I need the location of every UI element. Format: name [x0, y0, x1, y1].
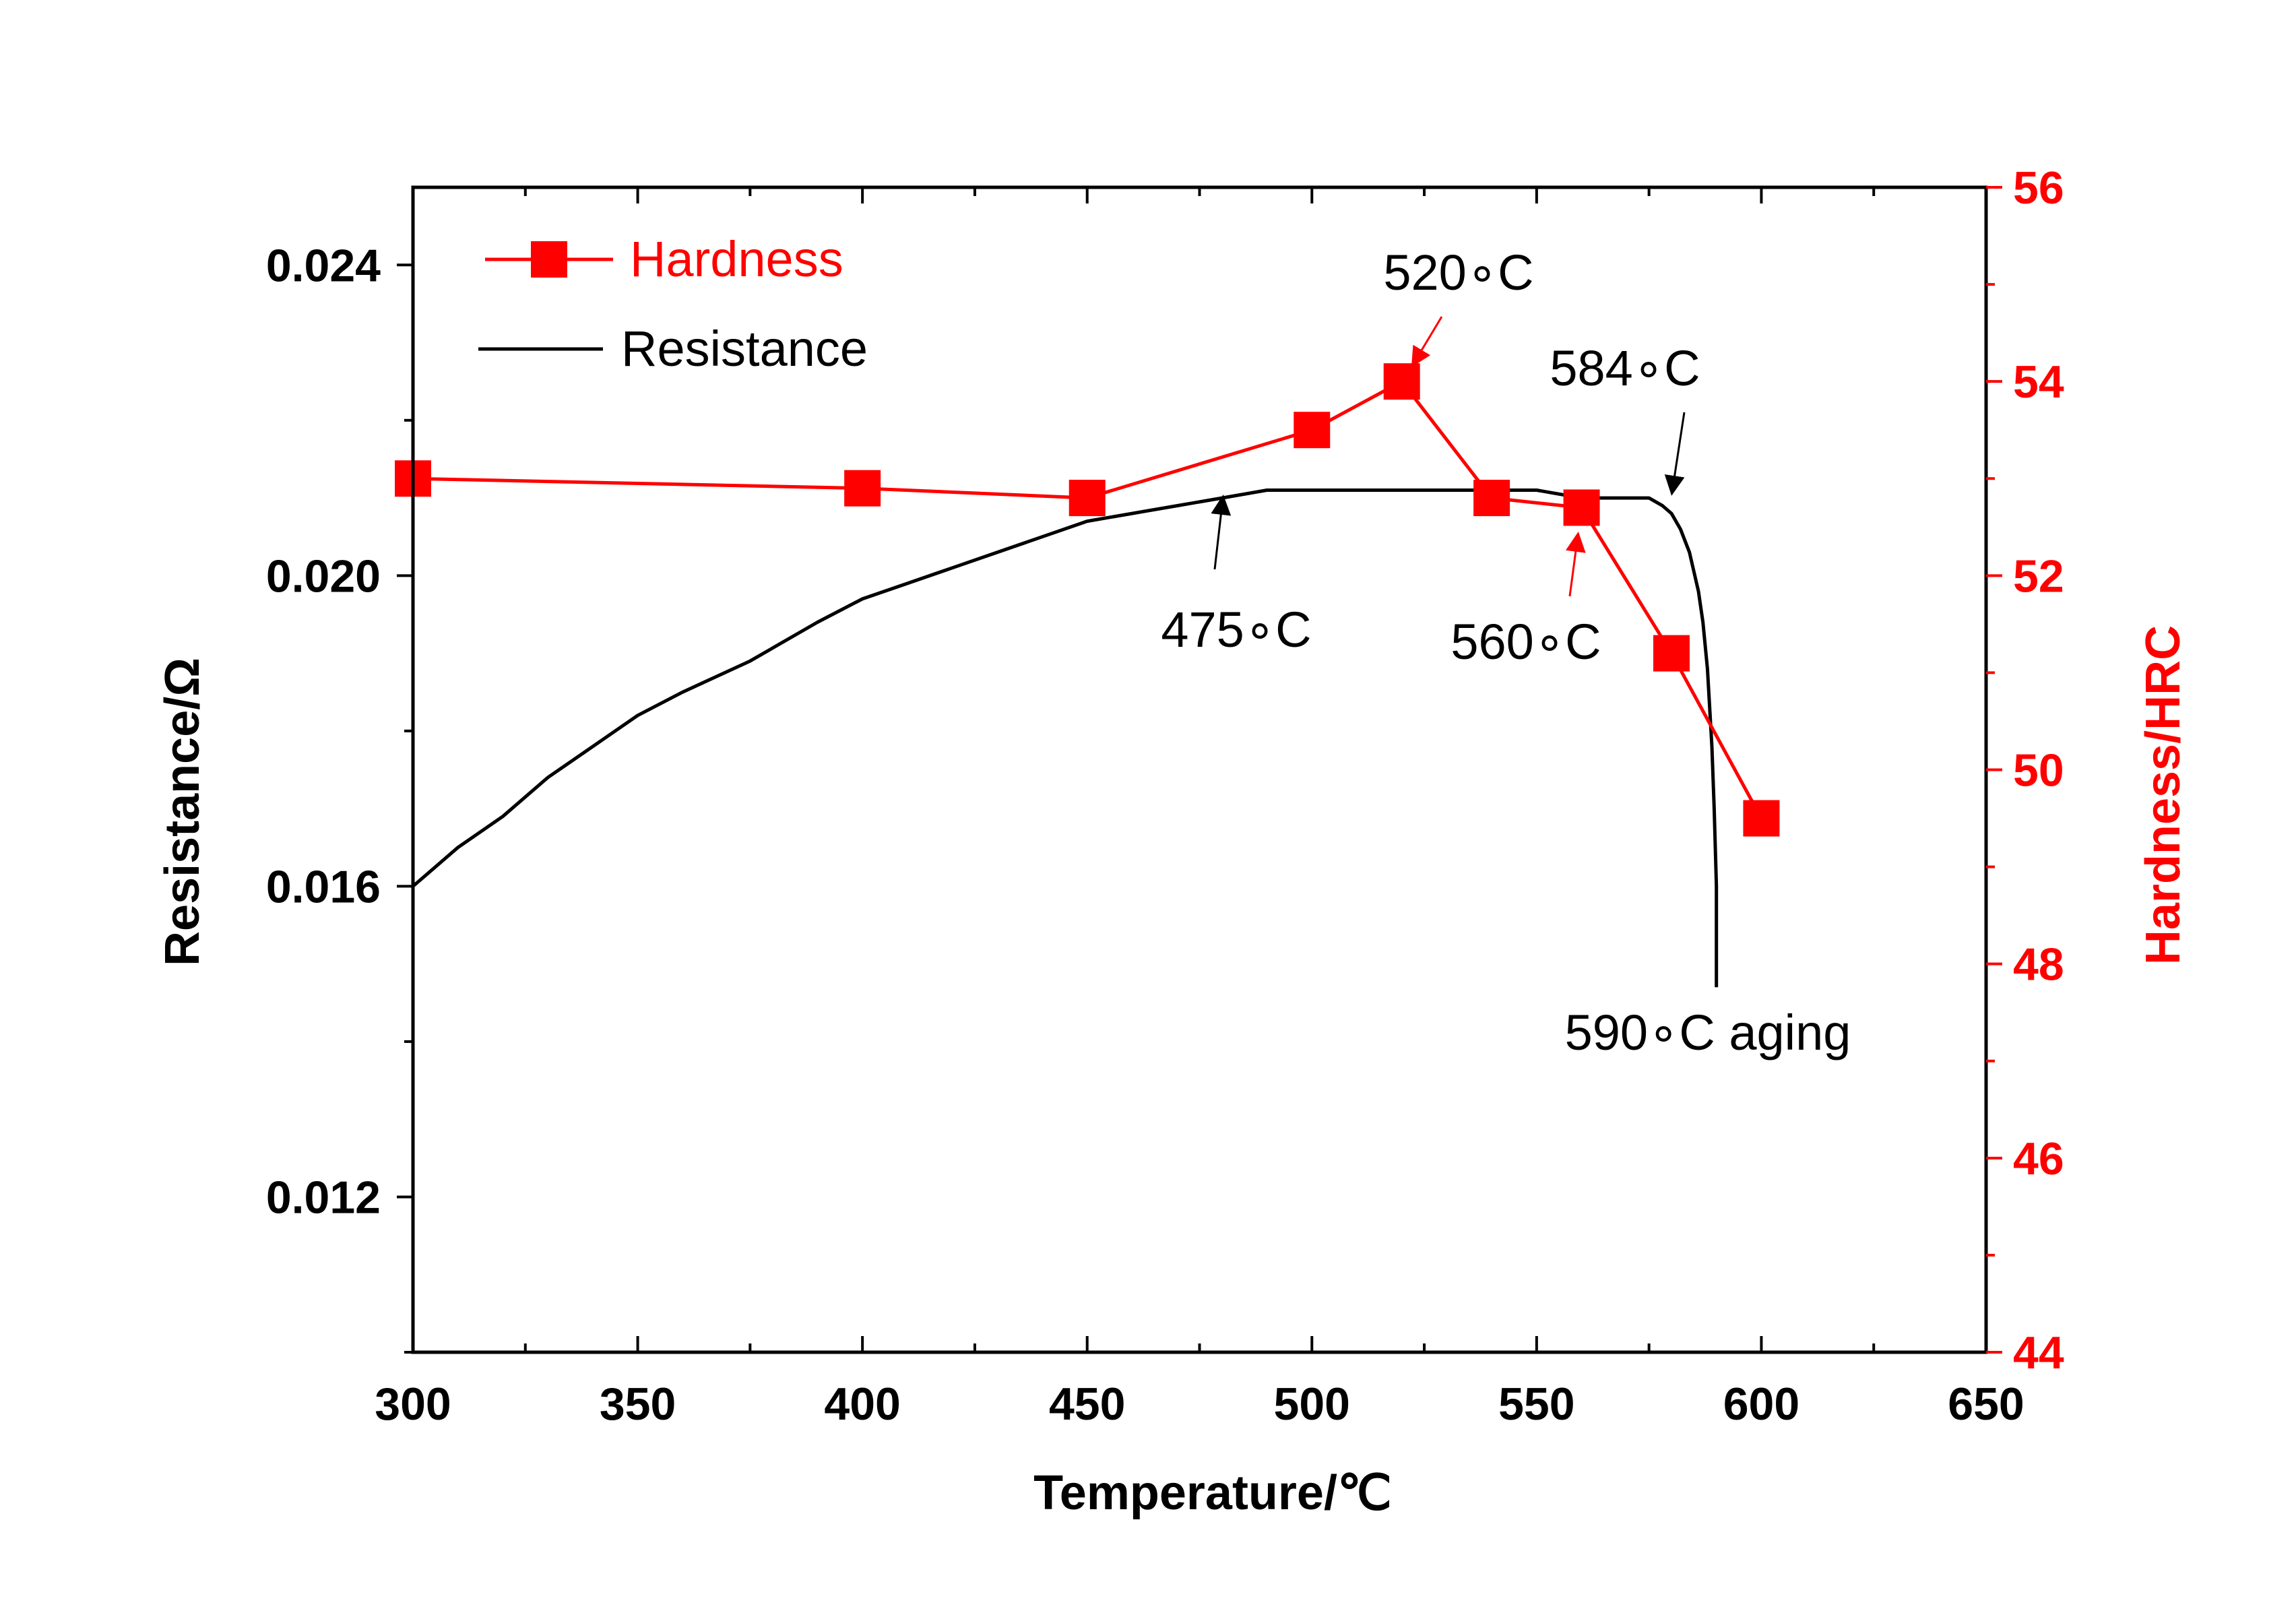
hardness-point — [1383, 363, 1420, 400]
hardness-point — [1743, 800, 1780, 837]
annotation-label: 584∘C — [1550, 340, 1700, 396]
y-axis-right-title: Hardness/HRC — [2136, 625, 2190, 965]
legend-hardness-marker — [531, 241, 567, 278]
hardness-series-line — [412, 379, 1763, 819]
annotation-label: 475∘C — [1161, 602, 1311, 658]
resistance-series-line — [412, 488, 1719, 988]
y-right-tick-label: 50 — [2013, 745, 2064, 796]
plot-area — [395, 363, 1780, 988]
y-left-tick-label: 0.024 — [266, 240, 381, 291]
hardness-point — [1473, 480, 1510, 517]
annotation-arrow — [1211, 495, 1232, 570]
y-left-tick-label: 0.020 — [266, 550, 381, 602]
annotation-label: 520∘C — [1383, 245, 1533, 300]
x-axis-title: Temperature/℃ — [1033, 1466, 1392, 1520]
x-tick-label: 400 — [824, 1379, 900, 1430]
y-right-tick-label: 56 — [2013, 162, 2064, 214]
x-tick-label: 500 — [1274, 1379, 1350, 1430]
ticks: 300 350 400 450 500 550 600 650 0.012 0.016 0.020 0… — [266, 162, 2064, 1430]
y-right-tick-label: 48 — [2013, 939, 2064, 990]
y-left-tick-label: 0.012 — [266, 1172, 381, 1223]
annotation-arrow — [1565, 532, 1586, 597]
x-tick-label: 650 — [1948, 1379, 2024, 1430]
hardness-point — [1653, 635, 1690, 672]
y-axis-left-title: Resistance/Ω — [156, 658, 210, 966]
annotation-label: 560∘C — [1450, 614, 1601, 670]
legend: Hardness Resistance — [478, 231, 868, 377]
hardness-point — [1563, 489, 1600, 526]
x-tick-label: 550 — [1498, 1379, 1574, 1430]
x-tick-label: 600 — [1723, 1379, 1799, 1430]
annotation-arrow — [1664, 412, 1686, 496]
y-right-tick-label: 44 — [2013, 1327, 2064, 1379]
y-right-tick-label: 54 — [2013, 356, 2064, 408]
annotation-label: 590∘C aging — [1565, 1005, 1851, 1060]
hardness-point — [844, 470, 881, 507]
x-tick-label: 350 — [600, 1379, 676, 1430]
x-tick-label: 450 — [1049, 1379, 1125, 1430]
legend-resistance-label: Resistance — [621, 321, 868, 377]
x-tick-label: 300 — [375, 1379, 451, 1430]
y-right-tick-label: 52 — [2013, 550, 2064, 602]
y-right-tick-label: 46 — [2013, 1133, 2064, 1184]
annotation-arrow — [1411, 316, 1443, 368]
y-left-tick-label: 0.016 — [266, 861, 381, 912]
hardness-point — [1294, 412, 1331, 449]
legend-hardness-label: Hardness — [630, 231, 843, 287]
annotations: 520∘C 584∘C 475∘C 560∘C 590∘C aging — [1161, 245, 1851, 1060]
hardness-point — [1069, 480, 1106, 517]
